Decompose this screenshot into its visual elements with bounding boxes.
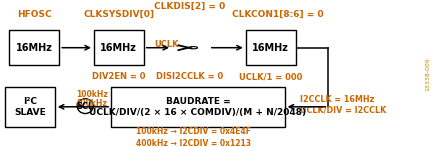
- Text: 16MHz: 16MHz: [16, 43, 53, 53]
- Text: SCL: SCL: [76, 102, 94, 111]
- Text: 13338-009: 13338-009: [424, 58, 429, 91]
- Ellipse shape: [77, 99, 93, 113]
- Circle shape: [190, 47, 197, 49]
- Text: 16MHz: 16MHz: [100, 43, 137, 53]
- FancyBboxPatch shape: [245, 30, 295, 65]
- Text: 16MHz: 16MHz: [252, 43, 288, 53]
- FancyBboxPatch shape: [111, 87, 284, 127]
- Text: 100kHz → I2CDIV = 0x4E4F: 100kHz → I2CDIV = 0x4E4F: [136, 127, 250, 136]
- Text: I2CCLK = 16MHz: I2CCLK = 16MHz: [299, 95, 373, 104]
- Text: 100kHz: 100kHz: [76, 90, 108, 98]
- Text: CLKCON1[8:6] = 0: CLKCON1[8:6] = 0: [232, 10, 323, 19]
- Text: UCLK/DIV = I2CCLK: UCLK/DIV = I2CCLK: [299, 106, 385, 115]
- Text: DIV2EN = 0: DIV2EN = 0: [92, 72, 145, 81]
- Text: CLKSYSDIV[0]: CLKSYSDIV[0]: [83, 10, 154, 19]
- FancyBboxPatch shape: [5, 87, 55, 127]
- Text: CLKDIS[2] = 0: CLKDIS[2] = 0: [153, 2, 224, 11]
- Text: BAUDRATE =
UCLK/DIV/(2 × 16 × COMDIV)/(M + N/2048): BAUDRATE = UCLK/DIV/(2 × 16 × COMDIV)/(M…: [89, 97, 306, 117]
- Text: I²C
SLAVE: I²C SLAVE: [14, 97, 46, 117]
- FancyBboxPatch shape: [94, 30, 144, 65]
- Text: 400kHz: 400kHz: [76, 99, 108, 108]
- Text: DISI2CCLK = 0: DISI2CCLK = 0: [155, 72, 223, 81]
- Text: UCLK: UCLK: [154, 40, 179, 49]
- Text: 400kHz → I2CDIV = 0x1213: 400kHz → I2CDIV = 0x1213: [136, 139, 250, 147]
- Text: HFOSC: HFOSC: [17, 10, 52, 19]
- FancyBboxPatch shape: [10, 30, 59, 65]
- Text: UCLK/1 = 000: UCLK/1 = 000: [238, 72, 301, 81]
